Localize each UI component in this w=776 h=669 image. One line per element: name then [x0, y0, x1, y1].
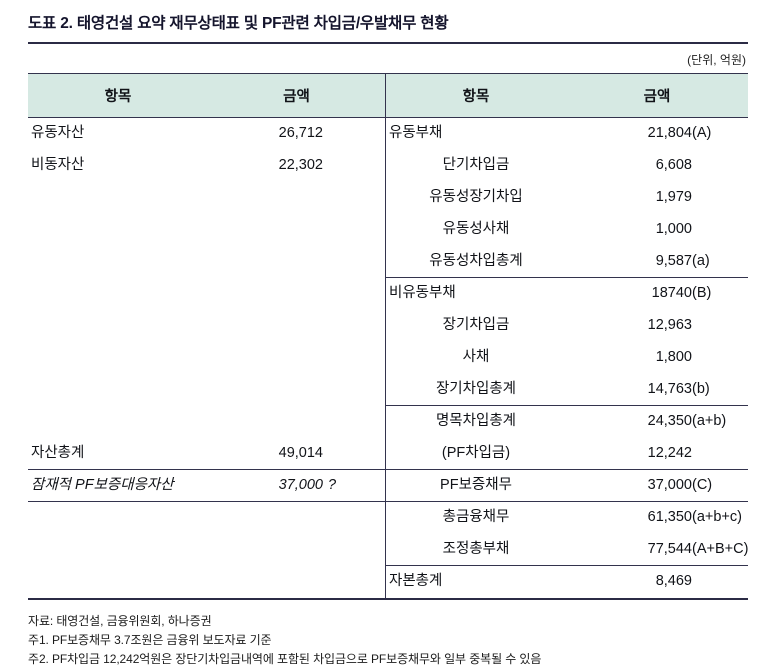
row-suffix [692, 566, 748, 598]
row-label: 유동성차입총계 [429, 253, 523, 269]
table-row: 조정총부채 77,544 (A+B+C) [386, 534, 748, 566]
table-row: 유동자산 26,712 [28, 118, 385, 150]
table-row: 장기차입금 12,963 [386, 310, 748, 342]
row-suffix: (b) [692, 381, 710, 397]
table-row: 단기차입금 6,608 [386, 150, 748, 182]
row-value: 1,800 [655, 349, 692, 365]
row-suffix [692, 342, 748, 374]
table-row: 명목차입총계 24,350 (a+b) [386, 406, 748, 438]
table-row: 비유동부채 18740 (B) [386, 278, 748, 310]
row-suffix [692, 214, 748, 246]
row-value: 77,544 [647, 541, 692, 557]
table-row: 비동자산 22,302 [28, 150, 385, 182]
row-suffix: (a+b+c) [692, 509, 742, 525]
row-value: 9,587 [655, 253, 692, 269]
row-suffix: (a+b) [692, 413, 727, 429]
table-row: 유동성사채 1,000 [386, 214, 748, 246]
source-note: 자료: 태영건설, 금융위원회, 하나증권 [28, 614, 212, 628]
row-suffix [692, 310, 748, 342]
table-row: 사채 1,800 [386, 342, 748, 374]
row-suffix [323, 438, 385, 469]
row-suffix [692, 150, 748, 182]
row-suffix: (C) [692, 477, 713, 493]
row-suffix: (A+B+C) [692, 541, 749, 557]
assets-table: 항목 금액 유동자산 26,712 비동자산 22,302 자산총계 49,01… [28, 74, 385, 598]
row-value: 8,469 [655, 573, 692, 589]
footnote-2: 주2. PF차입금 12,242억원은 장단기차입금내역에 포함된 차입금으로 … [28, 652, 542, 666]
liabilities-header-amount: 금액 [643, 89, 671, 105]
footnote-1: 주1. PF보증채무 3.7조원은 금융위 보도자료 기준 [28, 633, 272, 647]
unit-note: (단위, 억원) [687, 53, 746, 67]
table-title: 도표 2. 태영건설 요약 재무상태표 및 PF관련 차입금/우발채무 현황 [28, 9, 748, 44]
row-suffix [692, 182, 748, 214]
row-value: 6,608 [655, 157, 692, 173]
table-row-total-assets: 자산총계 49,014 [28, 438, 385, 470]
row-label: 자산총계 [31, 445, 85, 461]
row-value: 12,242 [647, 445, 692, 461]
row-label: 조정총부채 [442, 541, 510, 557]
table-row: 유동부채 21,804 (A) [386, 118, 748, 150]
row-value: 1,979 [655, 189, 692, 205]
liabilities-table: 항목 금액 유동부채 21,804 (A) 단기차입금 6,608 유동성장기차… [385, 74, 748, 598]
row-suffix [323, 150, 385, 182]
row-label: 유동부채 [389, 125, 443, 141]
row-value: 18740 [651, 285, 692, 301]
row-value: 21,804 [647, 125, 692, 141]
row-value: 37,000 [647, 477, 692, 493]
assets-header-item: 항목 [104, 89, 132, 105]
row-label: 자본총계 [389, 573, 443, 589]
row-label: 비동자산 [31, 157, 85, 173]
table-row: 총금융채무 61,350 (a+b+c) [386, 502, 748, 534]
row-label: PF보증채무 [440, 477, 512, 493]
table-row: 장기차입총계 14,763 (b) [386, 374, 748, 406]
row-label: 명목차입총계 [435, 413, 517, 429]
row-label: (PF차입금) [441, 445, 511, 461]
footnotes: 자료: 태영건설, 금융위원회, 하나증권 주1. PF보증채무 3.7조원은 … [28, 612, 748, 669]
row-suffix: (A) [692, 125, 712, 141]
table-row: (PF차입금) 12,242 [386, 438, 748, 470]
row-label: 단기차입금 [442, 157, 510, 173]
row-value: 1,000 [655, 221, 692, 237]
table-row: 유동성장기차입 1,979 [386, 182, 748, 214]
table-row-total-equity: 자본총계 8,469 [386, 566, 748, 598]
row-value: 49,014 [278, 445, 323, 461]
assets-header-amount: 금액 [283, 89, 310, 105]
row-label: 유동자산 [31, 125, 85, 141]
row-label: 장기차입금 [442, 317, 510, 333]
row-value: 14,763 [647, 381, 692, 397]
row-suffix [692, 438, 748, 469]
row-label: 장기차입총계 [435, 381, 517, 397]
liabilities-header-item: 항목 [462, 89, 490, 105]
table-row-potential-pf-assets: 잠재적 PF보증대응자산 37,000 ? [28, 470, 385, 502]
assets-header-row: 항목 금액 [28, 74, 385, 118]
row-label: 총금융채무 [442, 509, 510, 525]
row-value: 37,000 [278, 477, 323, 493]
row-suffix: ? [328, 477, 337, 493]
row-label: 유동성장기차입 [429, 189, 523, 205]
row-label: 유동성사채 [442, 221, 510, 237]
row-suffix: (B) [692, 285, 712, 301]
table-row-pf-guarantee: PF보증채무 37,000 (C) [386, 470, 748, 502]
liabilities-header-row: 항목 금액 [386, 74, 748, 118]
row-value: 26,712 [278, 125, 323, 141]
row-suffix: (a) [692, 253, 710, 269]
row-value: 61,350 [647, 509, 692, 525]
row-value: 22,302 [278, 157, 323, 173]
row-suffix [323, 118, 385, 150]
balance-sheet-table: 항목 금액 유동자산 26,712 비동자산 22,302 자산총계 49,01… [28, 73, 748, 600]
table-row: 유동성차입총계 9,587 (a) [386, 246, 748, 278]
row-value: 12,963 [647, 317, 692, 333]
empty-rows-spacer [28, 182, 385, 438]
row-label: 비유동부채 [389, 285, 456, 301]
row-label: 사채 [462, 349, 490, 365]
row-value: 24,350 [647, 413, 692, 429]
row-label: 잠재적 PF보증대응자산 [31, 477, 174, 493]
